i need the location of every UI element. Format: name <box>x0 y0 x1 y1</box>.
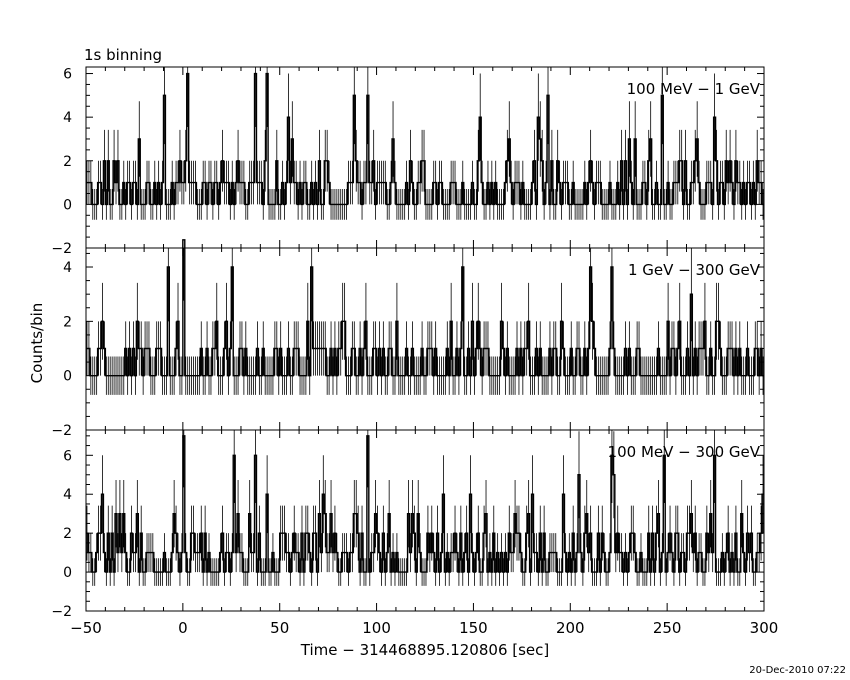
panel-1: −2 0 2 4 6 100 MeV − 1 GeV <box>51 66 765 257</box>
y-tick-label: −2 <box>51 604 72 620</box>
panel-energy-label: 100 MeV − 300 GeV <box>608 443 761 461</box>
timestamp-footer: 20-Dec-2010 07:22 <box>749 665 846 676</box>
y-tick-label: 0 <box>63 197 72 213</box>
y-tick-label: 4 <box>63 110 72 126</box>
panel-energy-label: 100 MeV − 1 GeV <box>627 80 761 98</box>
y-tick-label: 4 <box>63 487 72 503</box>
x-tick-label: −50 <box>70 619 102 637</box>
y-axis-label: Counts/bin <box>28 303 46 384</box>
y-tick-label: 2 <box>63 154 72 170</box>
x-tick-label: 50 <box>270 619 289 637</box>
y-tick-label: −2 <box>51 241 72 257</box>
x-tick-label: 300 <box>750 619 779 637</box>
y-tick-label: −2 <box>51 423 72 439</box>
panel-energy-label: 1 GeV − 300 GeV <box>628 261 761 279</box>
counts-histogram <box>86 435 764 573</box>
y-tick-label: 6 <box>63 67 72 83</box>
x-tick-labels: −50 0 50 100 150 200 250 300 <box>70 619 778 637</box>
y-tick-label: 0 <box>63 565 72 581</box>
x-axis-label: Time − 314468895.120806 [sec] <box>300 641 550 659</box>
x-tick-label: 200 <box>556 619 585 637</box>
panel-2: −2 0 2 4 1 GeV − 300 GeV <box>51 239 765 439</box>
panel-3: −2 0 2 4 6 100 MeV − 300 GeV <box>51 429 765 620</box>
panel-frame <box>85 429 765 612</box>
y-tick-label: 2 <box>63 314 72 330</box>
y-tick-label: 6 <box>63 448 72 464</box>
y-tick-label: 2 <box>63 526 72 542</box>
x-tick-label: 0 <box>178 619 188 637</box>
x-tick-label: 100 <box>362 619 391 637</box>
y-tick-label: 4 <box>63 260 72 276</box>
panels-group: −2 0 2 4 6 100 MeV − 1 GeV −2 0 2 4 1 GeV − 300 Ge… <box>51 66 778 637</box>
y-tick-label: 0 <box>63 369 72 385</box>
counts-histogram <box>86 239 764 377</box>
x-tick-label: 250 <box>653 619 682 637</box>
chart-title: 1s binning <box>84 46 162 64</box>
counts-histogram <box>86 72 764 206</box>
x-tick-label: 150 <box>459 619 488 637</box>
